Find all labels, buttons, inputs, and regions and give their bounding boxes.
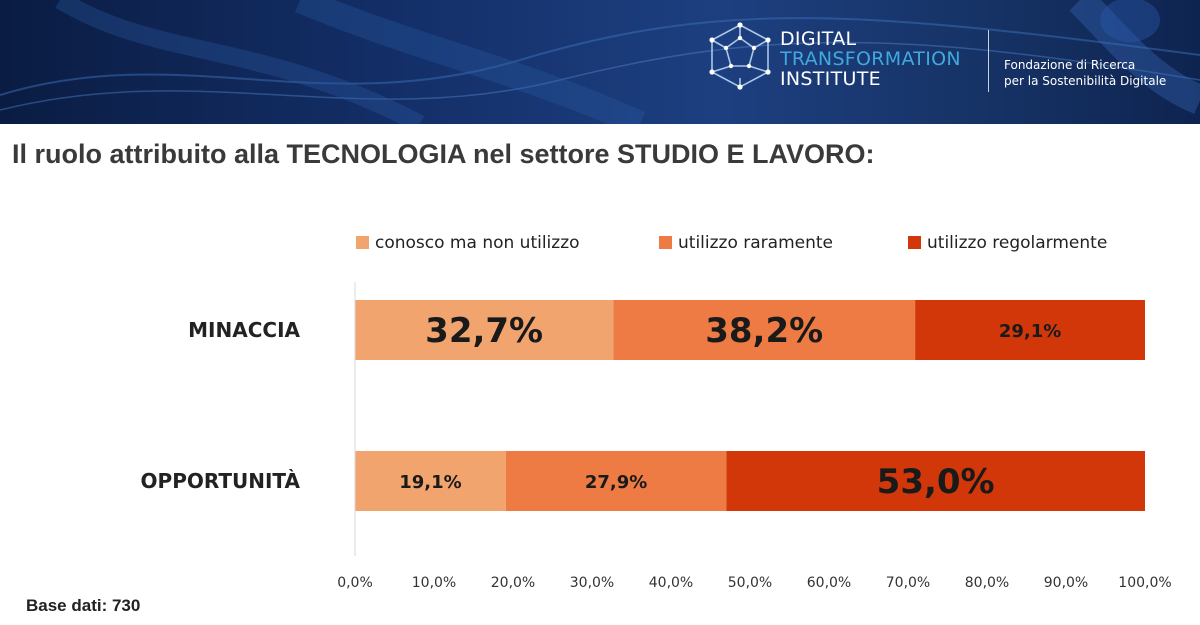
x-tick-label-7: 70,0% [886,575,930,591]
data-label-1-2: 38,2% [705,311,823,351]
base-note: Base dati: 730 [26,596,141,615]
logo-text-institute: INSTITUTE [780,68,881,90]
x-tick-label-4: 40,0% [649,575,693,591]
x-tick-label-3: 30,0% [570,575,614,591]
legend-swatch-1 [356,236,369,249]
x-tick-label-2: 20,0% [491,575,535,591]
tagline-line-2: per la Sostenibilità Digitale [1004,74,1167,88]
bar-segment-1-1 [355,300,614,360]
legend-label-1: conosco ma non utilizzo [375,233,580,253]
x-tick-label-9: 90,0% [1044,575,1088,591]
banner-wave-decoration [0,0,1200,124]
legend-label-3: utilizzo regolarmente [927,233,1107,253]
logo-text-transformation: TRANSFORMATION [780,48,961,70]
tagline-line-1: Fondazione di Ricerca [1004,58,1136,72]
legend-label-2: utilizzo raramente [678,233,833,253]
dodecahedron-network-icon [709,22,771,90]
bar-segment-2-1 [355,451,506,511]
logo-text-digital: DIGITAL [780,28,857,50]
bar-segment-2-3 [726,451,1145,511]
data-label-1-1: 32,7% [425,311,543,351]
x-tick-label-10: 100,0% [1118,575,1171,591]
x-tick-label-5: 50,0% [728,575,772,591]
bar-segment-1-2 [613,300,916,360]
x-tick-label-0: 0,0% [337,575,373,591]
header-banner: DIGITAL TRANSFORMATION INSTITUTE Fondazi… [0,0,1200,124]
x-tick-label-6: 60,0% [807,575,851,591]
legend-swatch-3 [908,236,921,249]
logo-divider [988,30,989,92]
data-label-2-1: 19,1% [399,472,461,493]
bar-segment-2-2 [505,451,727,511]
data-label-2-3: 53,0% [877,462,995,502]
x-tick-label-8: 80,0% [965,575,1009,591]
legend-swatch-2 [659,236,672,249]
x-tick-label-1: 10,0% [412,575,456,591]
category-label-1: MINACCIA [188,318,300,342]
data-label-1-3: 29,1% [999,321,1061,342]
category-label-2: OPPORTUNITÀ [141,469,301,493]
page-title: Il ruolo attribuito alla TECNOLOGIA nel … [12,139,875,169]
bar-segment-1-3 [915,300,1145,360]
data-label-2-2: 27,9% [585,472,647,493]
